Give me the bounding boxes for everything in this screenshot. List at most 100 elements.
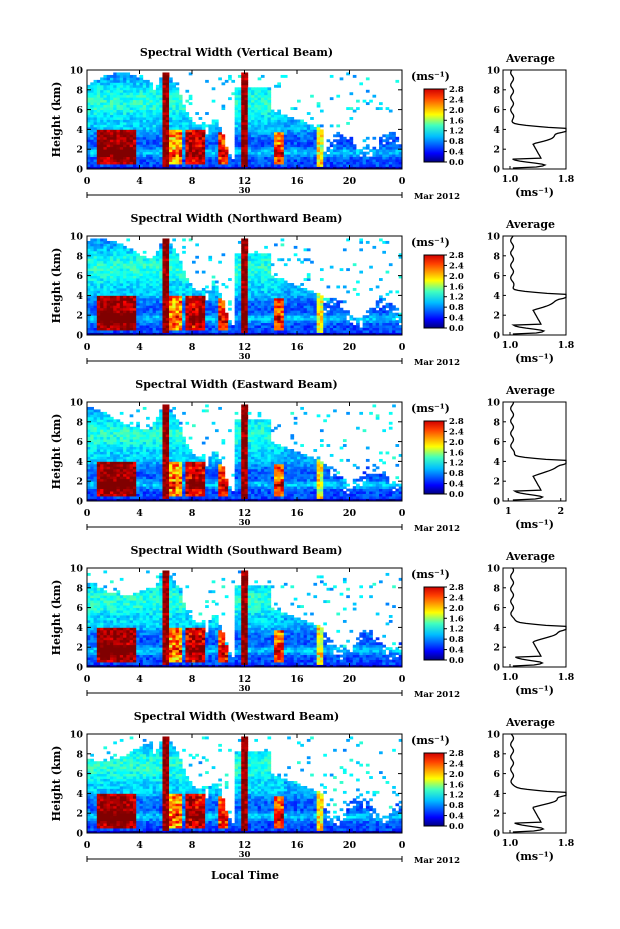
heatmap-cell (310, 149, 314, 153)
average-y-tick-label: 8 (493, 85, 500, 96)
heatmap-cell (283, 332, 288, 336)
heatmap-cell (388, 136, 393, 140)
heatmap-cell (306, 278, 311, 281)
heatmap-cell (188, 315, 193, 319)
heatmap-cell (195, 134, 199, 138)
heatmap-cell (237, 129, 242, 133)
heatmap-cell (280, 154, 285, 158)
heatmap-cell (123, 92, 127, 96)
heatmap-cell (274, 283, 278, 286)
heatmap-cell (103, 129, 108, 133)
heatmap-cell (234, 139, 239, 143)
heatmap-cell (254, 332, 259, 336)
heatmap-cell (277, 280, 281, 284)
heatmap-cell (155, 263, 160, 267)
heatmap-cell (257, 97, 262, 101)
heatmap-cell (119, 263, 124, 267)
heatmap-cell (87, 325, 91, 328)
heatmap-cell (306, 315, 311, 319)
heatmap-cell (159, 89, 163, 93)
heatmap-cell (106, 112, 111, 115)
heatmap-cell (152, 295, 157, 299)
heatmap-cell (165, 240, 170, 244)
heatmap-cell (247, 292, 252, 296)
heatmap-cell (155, 141, 160, 145)
heatmap-cell (264, 297, 268, 301)
heatmap-cell (192, 164, 196, 167)
heatmap-cell (152, 300, 157, 304)
heatmap-cell (123, 89, 127, 93)
heatmap-cell (113, 107, 117, 111)
heatmap-cell (244, 154, 249, 158)
heatmap-cell (129, 310, 134, 314)
heatmap-cell (241, 94, 245, 98)
heatmap-cell (132, 97, 137, 101)
heatmap-cell (87, 297, 91, 301)
heatmap-cell (264, 104, 268, 108)
heatmap-cell (198, 325, 203, 328)
heatmap-cell (142, 317, 147, 321)
heatmap-cell (106, 136, 111, 140)
heatmap-cell (172, 151, 176, 155)
heatmap-cell (195, 295, 199, 299)
heatmap-cell (182, 129, 186, 133)
heatmap-cell (182, 141, 186, 145)
heatmap-cell (323, 305, 327, 309)
heatmap-cell (257, 310, 262, 314)
heatmap-cell (162, 97, 167, 101)
heatmap-cell (342, 141, 347, 145)
heatmap-cell (123, 290, 127, 294)
heatmap-cell (379, 300, 383, 304)
heatmap-cell (123, 97, 127, 101)
heatmap-cell (211, 124, 216, 128)
heatmap-cell (116, 317, 121, 321)
heatmap-cell (139, 320, 144, 324)
heatmap-cell (300, 300, 304, 304)
heatmap-cell (260, 300, 265, 304)
heatmap-cell (175, 102, 180, 106)
heatmap-cell (90, 109, 94, 113)
heatmap-cell (132, 149, 137, 153)
heatmap-cell (165, 84, 170, 88)
heatmap-cell (372, 159, 377, 162)
heatmap-cell (152, 273, 157, 277)
heatmap-cell (395, 156, 400, 160)
heatmap-cell (169, 283, 173, 286)
heatmap-cell (175, 92, 180, 96)
heatmap-cell (175, 161, 180, 165)
heatmap-cell (352, 146, 357, 150)
heatmap-cell (129, 126, 134, 130)
heatmap-cell (303, 315, 308, 319)
heatmap-cell (119, 94, 124, 98)
heatmap-cell (398, 317, 403, 321)
heatmap-cell (90, 451, 94, 455)
heatmap-cell (356, 156, 360, 160)
heatmap-cell (264, 285, 268, 289)
heatmap-cell (87, 260, 91, 264)
heatmap-cell (283, 154, 288, 158)
heatmap-cell (165, 270, 170, 274)
heatmap-cell (87, 164, 91, 167)
heatmap-cell (280, 325, 285, 328)
x-tick-label: 12 (238, 176, 251, 187)
heatmap-cell (136, 144, 140, 148)
heatmap-cell (267, 154, 272, 158)
heatmap-cell (234, 260, 239, 264)
heatmap-cell (106, 283, 111, 286)
heatmap-cell (247, 253, 252, 257)
heatmap-cell (93, 134, 98, 138)
heatmap-cell (260, 330, 265, 333)
heatmap-cell (224, 159, 229, 162)
heatmap-cell (251, 278, 255, 281)
heatmap-cell (251, 255, 255, 259)
heatmap-cell (280, 146, 285, 150)
heatmap-cell (182, 151, 186, 155)
heatmap-cell (201, 320, 206, 324)
heatmap-cell (398, 312, 403, 316)
heatmap-cell (119, 84, 124, 88)
heatmap-cell (93, 87, 98, 91)
heatmap-cell (201, 292, 206, 296)
heatmap-cell (146, 114, 150, 118)
heatmap-cell (346, 238, 350, 242)
heatmap-cell (346, 332, 350, 336)
